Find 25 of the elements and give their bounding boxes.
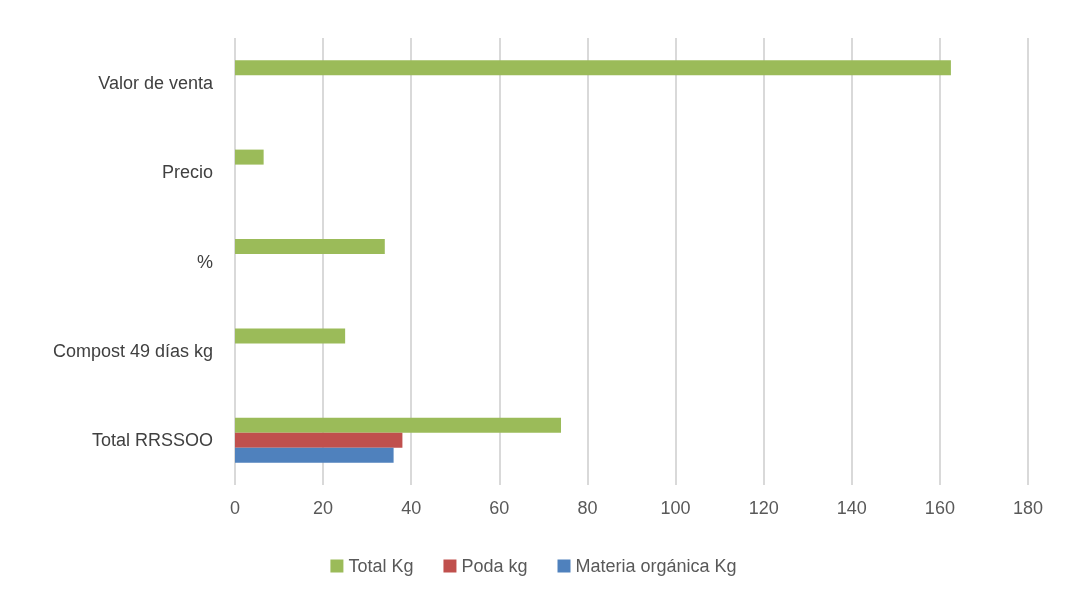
bar bbox=[235, 328, 346, 344]
x-tick-label: 180 bbox=[1012, 498, 1044, 518]
x-tick-label: 0 bbox=[229, 498, 241, 518]
y-tick-label: % bbox=[196, 251, 213, 272]
x-tick-label: 100 bbox=[660, 498, 691, 518]
bar bbox=[235, 149, 264, 165]
x-tick-label: 160 bbox=[924, 498, 955, 518]
x-tick-label: 20 bbox=[313, 498, 334, 518]
bar bbox=[235, 239, 385, 254]
legend-label: Total Kg bbox=[348, 556, 414, 576]
legend-label: Poda kg bbox=[461, 556, 528, 576]
x-tick-label: 140 bbox=[836, 498, 867, 518]
x-tick-label: 40 bbox=[401, 498, 422, 518]
legend-label: Materia orgánica Kg bbox=[575, 556, 737, 576]
bar bbox=[235, 60, 951, 76]
x-tick-label: 120 bbox=[748, 498, 779, 518]
bar bbox=[235, 447, 394, 463]
y-tick-label: Compost 49 días kg bbox=[52, 340, 213, 361]
x-tick-label: 60 bbox=[489, 498, 510, 518]
y-tick-label: Total RRSSOO bbox=[91, 430, 213, 451]
bar bbox=[235, 432, 403, 448]
y-tick-label: Precio bbox=[161, 162, 213, 183]
x-tick-label: 80 bbox=[577, 498, 598, 518]
y-tick-label: Valor de venta bbox=[98, 72, 214, 93]
bar bbox=[235, 417, 562, 433]
